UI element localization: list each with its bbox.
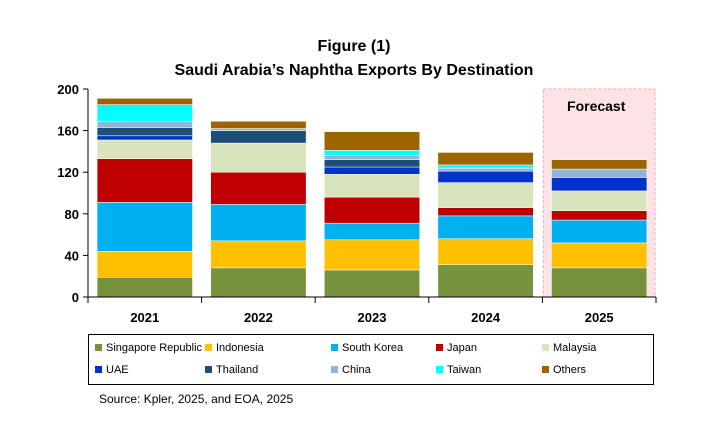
legend-swatch: [205, 343, 212, 351]
legend-item: Taiwan: [436, 364, 481, 376]
y-tick-label: 200: [57, 82, 79, 97]
bar-segment: [324, 174, 420, 198]
bar-segment: [551, 159, 648, 170]
legend-label: South Korea: [342, 342, 404, 354]
legend-swatch: [436, 365, 443, 373]
legend-item: Others: [542, 364, 586, 376]
figure-number: Figure (1): [317, 38, 391, 55]
chart-legend: Singapore Republic Indonesia South Korea Ja…: [88, 334, 654, 385]
bar-segment: [210, 120, 307, 129]
bar-segment: [210, 204, 307, 242]
legend-label: Taiwan: [447, 364, 482, 376]
legend-swatch: [331, 365, 338, 373]
bar-segment: [96, 158, 193, 203]
chart-title: Saudi Arabia’s Naphtha Exports By Destin…: [174, 62, 534, 79]
legend-label: Indonesia: [216, 342, 264, 354]
legend-swatch: [205, 365, 212, 373]
bar-segment: [324, 196, 420, 224]
bar-segment: [210, 240, 307, 269]
bar-segment: [96, 104, 193, 122]
bar-segment: [96, 250, 193, 278]
bar-segment: [96, 276, 193, 298]
bar-segment: [96, 139, 193, 159]
bar-segment: [551, 190, 648, 211]
legend-label: Thailand: [216, 364, 259, 376]
bar-segment: [551, 267, 648, 298]
legend-item: Indonesia: [205, 342, 264, 354]
legend-swatch: [95, 365, 102, 373]
y-tick-label: 40: [65, 248, 79, 263]
bar-segment: [96, 120, 193, 128]
y-tick-label: 0: [72, 290, 79, 305]
legend-item: Japan: [436, 342, 477, 354]
bar-segment: [210, 130, 307, 144]
bar-segment: [437, 182, 534, 208]
legend-swatch: [436, 343, 443, 351]
legend-label: UAE: [106, 364, 129, 376]
bar-segment: [551, 219, 648, 244]
bar-segment: [551, 168, 648, 178]
y-tick-label: 160: [57, 124, 79, 139]
legend-label: Others: [553, 364, 587, 376]
bar-segment: [437, 167, 534, 172]
bar-segment: [437, 152, 534, 166]
legend-swatch: [542, 343, 549, 351]
bar-segment: [96, 202, 193, 252]
bar-segment: [324, 269, 420, 298]
bar-segment: [210, 171, 307, 205]
legend-swatch: [331, 343, 338, 351]
bar-segment: [551, 242, 648, 269]
bar-segment: [324, 222, 420, 241]
legend-label: Singapore Republic: [106, 342, 203, 354]
bar-segment: [324, 159, 420, 168]
bar-segment: [210, 267, 307, 298]
bar-segment: [437, 164, 534, 169]
x-tick-label: 2022: [244, 310, 273, 325]
legend-item: China: [331, 364, 371, 376]
legend-swatch: [542, 365, 549, 373]
bar-segment: [437, 264, 534, 298]
bar-segment: [210, 128, 307, 131]
bar-segment: [96, 98, 193, 105]
x-tick-label: 2024: [471, 310, 501, 325]
x-tick-label: 2025: [585, 310, 614, 325]
legend-item: Thailand: [205, 364, 258, 376]
source-note: Source: Kpler, 2025, and EOA, 2025: [99, 392, 294, 406]
bar-segment: [324, 155, 420, 160]
bar-segment: [437, 215, 534, 240]
legend-item: South Korea: [331, 342, 403, 354]
bar-segment: [96, 135, 193, 141]
legend-item: UAE: [95, 364, 129, 376]
bar-segment: [210, 142, 307, 173]
bar-segment: [96, 127, 193, 137]
bar-segment: [437, 238, 534, 266]
bar-segment: [324, 166, 420, 175]
legend-label: Japan: [447, 342, 477, 354]
forecast-label: Forecast: [567, 98, 626, 114]
bar-segment: [324, 239, 420, 271]
x-tick-label: 2021: [130, 310, 159, 325]
bar-segment: [551, 177, 648, 192]
y-tick-label: 80: [65, 207, 79, 222]
legend-item: Singapore Republic: [95, 342, 202, 354]
bar-segment: [324, 150, 420, 156]
y-tick-label: 120: [57, 165, 79, 180]
x-tick-label: 2023: [358, 310, 387, 325]
legend-swatch: [95, 343, 102, 351]
bar-segment: [551, 210, 648, 221]
legend-label: China: [342, 364, 371, 376]
bar-segment: [437, 170, 534, 183]
legend-label: Malaysia: [553, 342, 597, 354]
bar-segment: [324, 131, 420, 151]
legend-item: Malaysia: [542, 342, 596, 354]
bar-segment: [437, 207, 534, 217]
